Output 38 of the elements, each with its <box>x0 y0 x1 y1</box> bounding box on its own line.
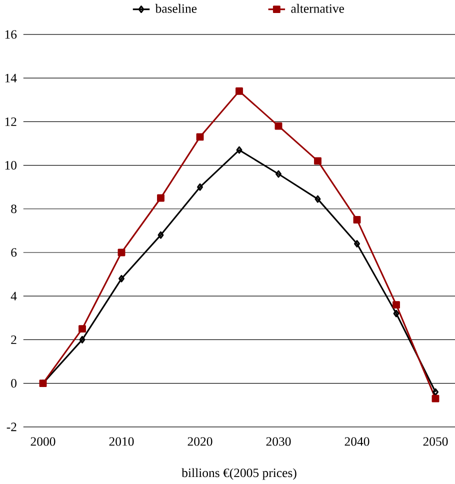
point <box>393 310 400 318</box>
point <box>158 231 164 239</box>
point <box>432 394 440 402</box>
point <box>79 336 86 344</box>
point <box>314 195 321 203</box>
point <box>354 240 360 248</box>
x-tick-label: 2030 <box>266 437 291 446</box>
point <box>236 146 242 154</box>
point <box>235 87 243 95</box>
y-tick-label: 0 <box>10 379 16 388</box>
point <box>118 274 124 282</box>
y-tick-label: 4 <box>10 292 17 300</box>
point <box>196 183 203 191</box>
x-tick-label: 2040 <box>344 437 370 446</box>
x-tick-label: 2000 <box>30 437 56 446</box>
x-tick-label: 2010 <box>109 437 134 446</box>
y-tick-label: 8 <box>10 204 16 214</box>
point <box>78 325 86 333</box>
y-tick-label: 12 <box>5 117 16 126</box>
x-axis-title: billions €(2005 prices) <box>181 468 296 480</box>
y-tick-label: -2 <box>6 422 16 432</box>
point <box>274 122 282 130</box>
point <box>196 133 204 141</box>
point <box>275 170 282 178</box>
point <box>118 248 126 256</box>
y-tick-label: 2 <box>10 335 16 344</box>
x-tick-label: 2020 <box>188 437 212 446</box>
point <box>314 157 322 165</box>
legend-label: alternative <box>290 4 344 13</box>
y-tick-label: 6 <box>10 248 16 257</box>
legend-label: baseline <box>155 4 196 13</box>
y-tick-label: 14 <box>5 74 17 82</box>
y-tick-label: 16 <box>5 30 16 39</box>
x-tick-label: 2050 <box>423 437 448 446</box>
point <box>392 301 400 309</box>
point <box>353 216 361 224</box>
point <box>156 194 164 202</box>
y-tick-label: 10 <box>5 160 16 170</box>
